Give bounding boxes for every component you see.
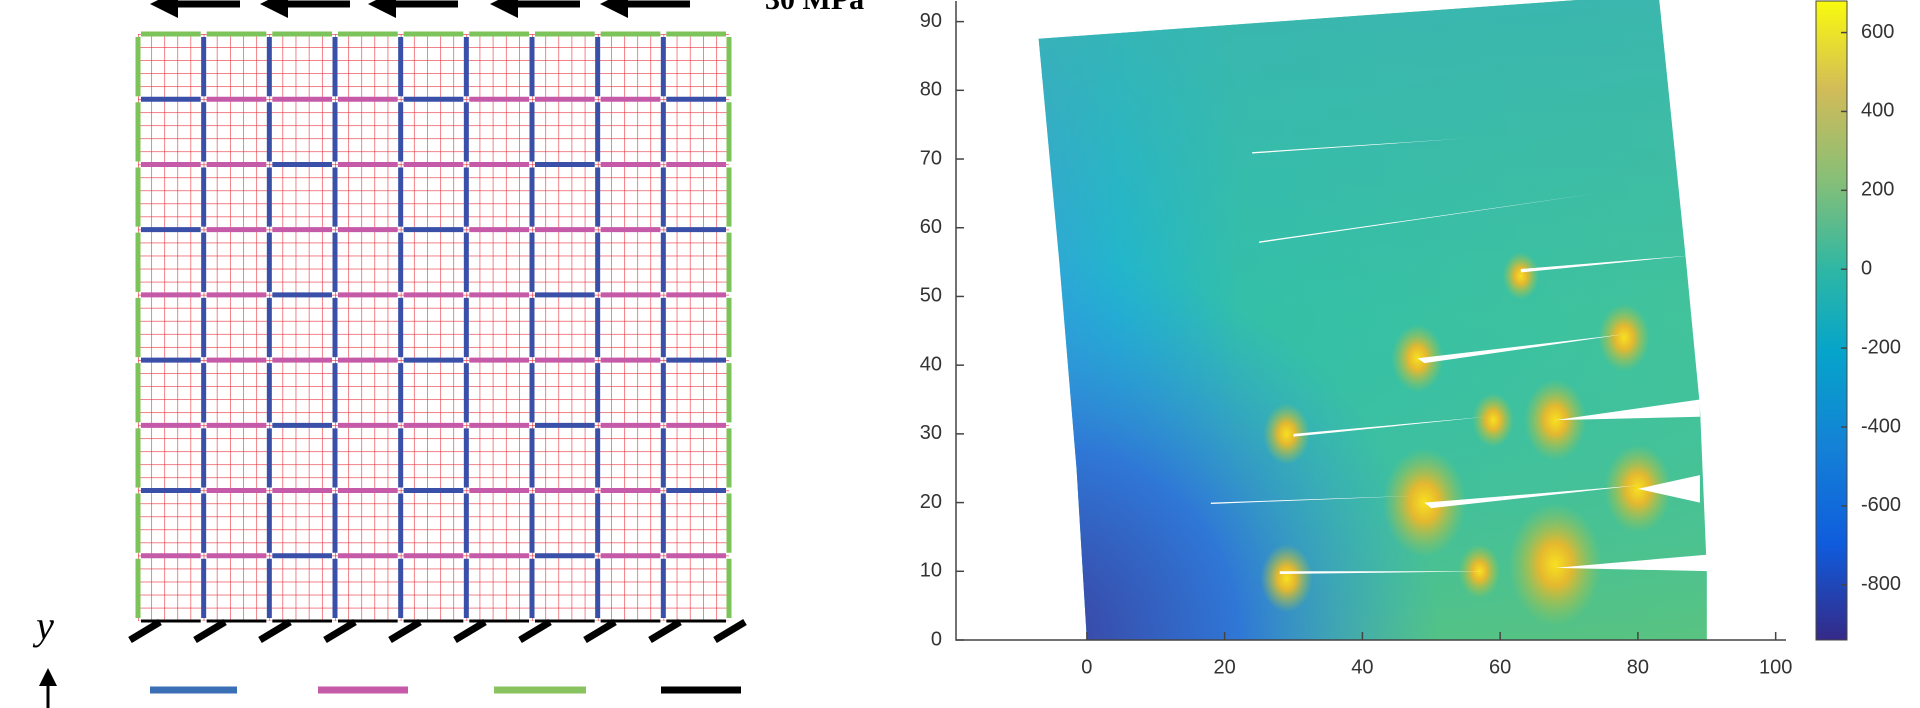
- mesh-panel: 30 MPa y: [32, 0, 864, 708]
- x-tick-label: 20: [1214, 656, 1236, 678]
- support: [258, 618, 292, 644]
- crack: [1252, 138, 1466, 154]
- y-tick-label: 80: [920, 79, 942, 101]
- y-tick-label: 90: [920, 10, 942, 32]
- support: [128, 618, 162, 644]
- hot-spot: [1260, 544, 1313, 613]
- axis-label: y: [32, 603, 54, 648]
- support: [583, 618, 617, 644]
- fine-mesh: [138, 34, 729, 621]
- crack: [1520, 255, 1694, 273]
- hot-spot: [1472, 392, 1515, 448]
- y-tick-label: 40: [920, 353, 942, 375]
- arrow-head: [490, 0, 518, 18]
- axis-arrow-head: [39, 668, 57, 686]
- support: [323, 618, 357, 644]
- x-tick-label: 80: [1627, 656, 1649, 678]
- mesh-lines: [135, 31, 732, 623]
- y-tick-label: 60: [920, 216, 942, 238]
- crack: [1293, 416, 1487, 437]
- crack: [1555, 554, 1714, 572]
- colorbar-tick-label: 200: [1861, 179, 1894, 201]
- crack: [1210, 495, 1418, 504]
- y-tick-label: 70: [920, 147, 942, 169]
- crack: [1637, 475, 1700, 503]
- arrow-head: [150, 0, 178, 18]
- hot-spot: [1263, 403, 1311, 465]
- support: [518, 618, 552, 644]
- support: [713, 618, 747, 644]
- support: [648, 618, 682, 644]
- stress-field-low: [1038, 0, 1707, 640]
- arrow-head: [368, 0, 396, 18]
- crack: [1424, 485, 1638, 509]
- support: [388, 618, 422, 644]
- x-tick-label: 100: [1759, 656, 1792, 678]
- plot: 0 20 40 60 80 100 0 10 20 30 40 50 60 70 80 90 -800 -600 -…: [920, 0, 1901, 678]
- colorbar-tick-label: 400: [1861, 100, 1894, 122]
- arrow-head: [600, 0, 628, 18]
- y-tick-label: 0: [931, 628, 942, 650]
- colorbar-tick-label: 0: [1861, 258, 1872, 280]
- arrow-head: [260, 0, 288, 18]
- hot-spot: [1508, 503, 1603, 626]
- hot-spot: [1502, 252, 1540, 300]
- y-tick-label: 20: [920, 491, 942, 513]
- x-tick-label: 40: [1351, 656, 1373, 678]
- crack: [1417, 334, 1625, 364]
- crack: [1279, 571, 1487, 575]
- colorbar-tick-label: -400: [1861, 415, 1901, 437]
- colorbar-tick-label: 600: [1861, 21, 1894, 43]
- y-tick-label: 50: [920, 285, 942, 307]
- load-arrows: [150, 0, 690, 18]
- colorbar: [1815, 0, 1848, 641]
- crack: [1555, 399, 1700, 421]
- supports: [128, 618, 747, 644]
- support: [453, 618, 487, 644]
- hot-spot: [1604, 444, 1672, 534]
- hot-spot: [1598, 303, 1651, 372]
- colorbar-tick-label: -800: [1861, 573, 1901, 595]
- colorbar-tick-label: -600: [1861, 494, 1901, 516]
- x-tick-label: 60: [1489, 656, 1511, 678]
- load-label: 30 MPa: [765, 0, 864, 16]
- x-tick-label: 0: [1081, 656, 1092, 678]
- crack: [1259, 193, 1597, 243]
- y-tick-label: 10: [920, 560, 942, 582]
- support: [193, 618, 227, 644]
- y-tick-label: 30: [920, 422, 942, 444]
- hot-spot: [1524, 379, 1587, 461]
- colorbar-tick-label: -200: [1861, 336, 1901, 358]
